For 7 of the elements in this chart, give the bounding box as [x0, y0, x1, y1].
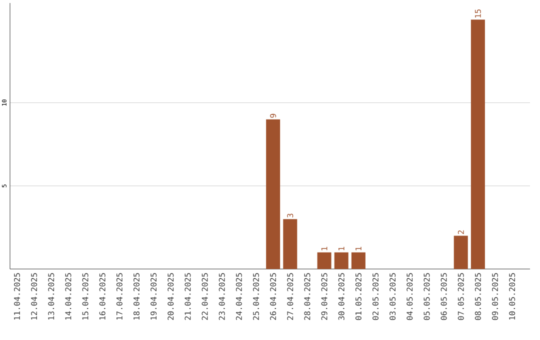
bar	[351, 252, 366, 269]
bar	[317, 252, 332, 269]
bar	[454, 236, 468, 269]
bar	[283, 219, 298, 269]
bar	[266, 119, 280, 269]
bar	[334, 252, 348, 269]
bar	[470, 20, 485, 269]
